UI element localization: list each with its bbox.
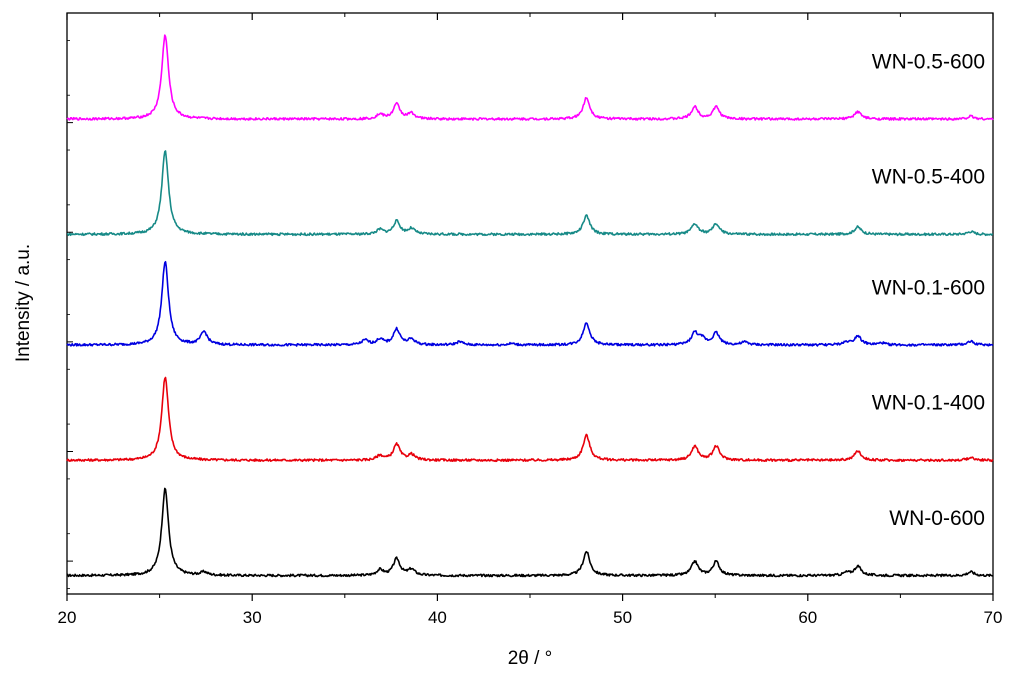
- x-tick-label: 70: [984, 608, 1003, 627]
- series-label-wn-0.5-400: WN-0.5-400: [872, 166, 985, 189]
- series-layer: [66, 34, 994, 578]
- x-axis-ticks: 20 30 40 50 60 70: [58, 13, 1003, 627]
- series-label-wn-0.1-600: WN-0.1-600: [872, 276, 985, 299]
- x-tick-label: 20: [58, 608, 77, 627]
- series-label-wn-0.5-600: WN-0.5-600: [872, 50, 985, 73]
- series-label-wn-0.1-400: WN-0.1-400: [872, 392, 985, 415]
- plot-frame: [66, 12, 994, 595]
- series-labels: WN-0-600 WN-0.1-400 WN-0.1-600 WN-0.5-400 WN…: [872, 50, 985, 529]
- x-tick-label: 40: [428, 608, 447, 627]
- x-tick-label: 60: [798, 608, 817, 627]
- series-line-wn-0.5-400: [66, 150, 994, 237]
- series-line-wn-0.5-600: [66, 34, 994, 121]
- y-axis-ticks: [67, 40, 73, 589]
- x-axis-title: 2θ / °: [508, 648, 553, 669]
- series-line-wn-0.1-400: [66, 376, 994, 463]
- y-axis-title: Intensity / a.u.: [13, 244, 34, 362]
- x-tick-label: 50: [613, 608, 632, 627]
- series-line-wn-0-600: [66, 487, 994, 578]
- series-line-wn-0.1-600: [66, 260, 994, 347]
- series-label-wn-0-600: WN-0-600: [889, 507, 985, 530]
- x-tick-label: 30: [243, 608, 262, 627]
